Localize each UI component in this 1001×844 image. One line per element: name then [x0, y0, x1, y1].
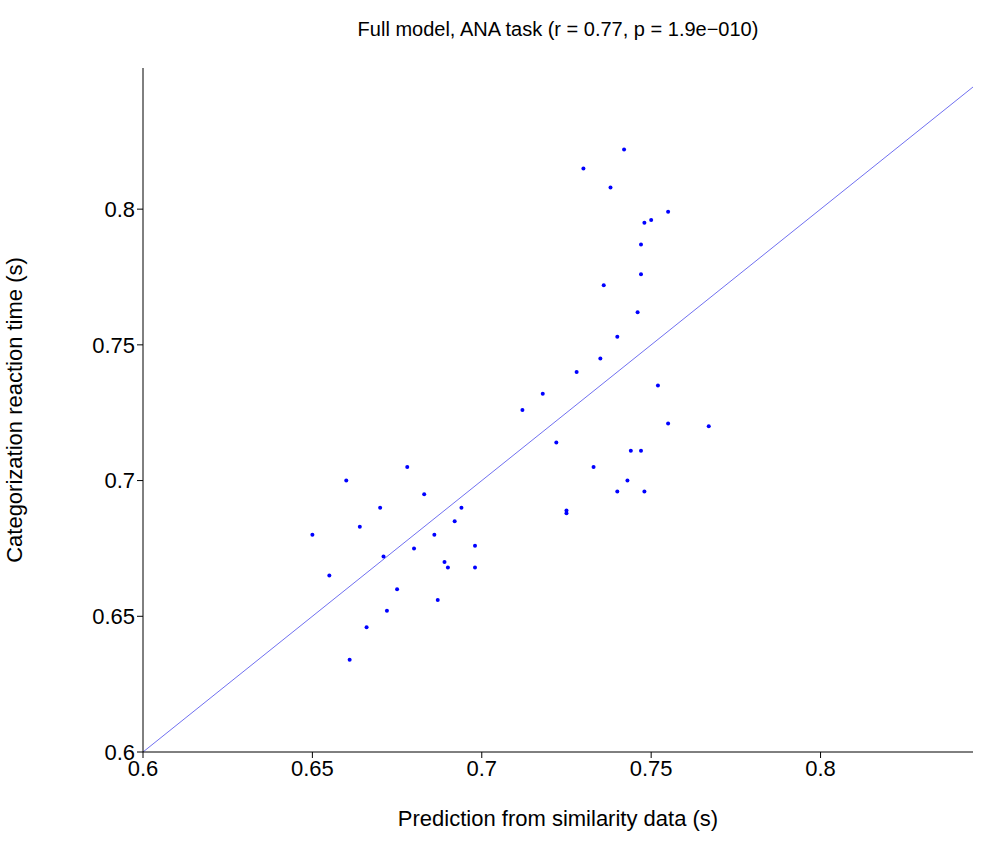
svg-text:0.6: 0.6: [127, 755, 159, 781]
svg-text:0.8: 0.8: [805, 756, 836, 781]
svg-text:0.7: 0.7: [104, 468, 135, 493]
svg-text:0.65: 0.65: [92, 604, 135, 629]
svg-text:0.8: 0.8: [104, 197, 135, 222]
svg-text:0.65: 0.65: [291, 756, 334, 781]
svg-text:Categorization reaction time (: Categorization reaction time (s): [2, 257, 27, 563]
svg-text:0.75: 0.75: [92, 333, 135, 358]
html-text:Full model, ANA task (r = 0.77: Full model, ANA task (r = 0.77, p = 1.9e…: [357, 18, 759, 40]
svg-text:0.6: 0.6: [104, 740, 135, 765]
svg-text:Prediction from similarity dat: Prediction from similarity data (s): [398, 806, 718, 831]
svg-text:0.7: 0.7: [466, 756, 497, 781]
svg-text:0.75: 0.75: [630, 756, 673, 781]
